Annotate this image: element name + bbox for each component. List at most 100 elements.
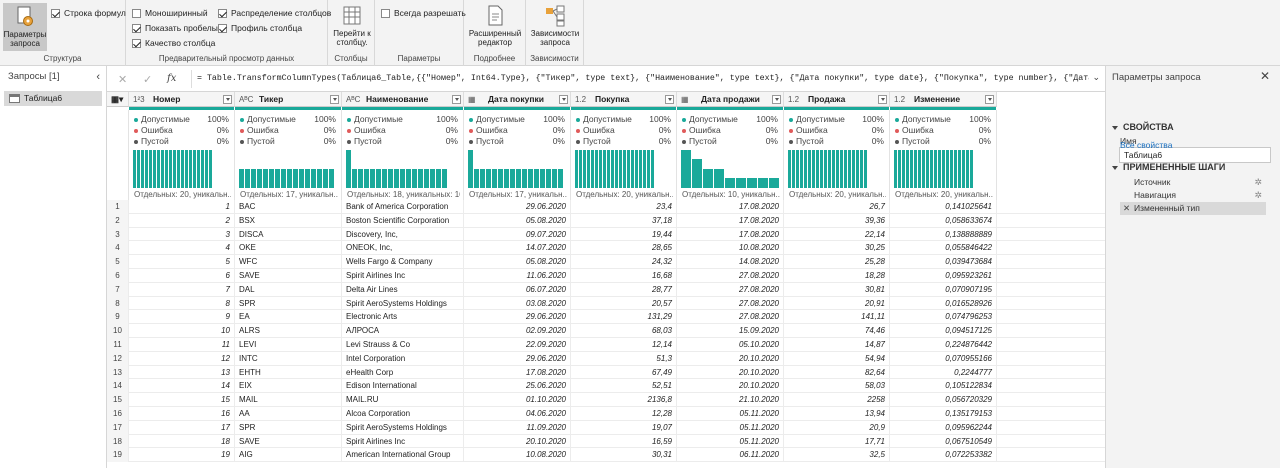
table-cell[interactable]: 25,28 [784, 255, 890, 269]
table-cell[interactable]: BSX [235, 213, 342, 228]
histogram-bar[interactable] [796, 150, 799, 188]
histogram-bar[interactable] [141, 150, 144, 188]
table-cell[interactable]: WFC [235, 255, 342, 269]
table-cell[interactable]: EA [235, 310, 342, 325]
histogram-bar[interactable] [958, 150, 961, 188]
histogram-bar[interactable] [930, 150, 933, 188]
histogram-bar[interactable] [177, 150, 180, 188]
table-cell[interactable]: 19,07 [571, 420, 677, 435]
table-cell[interactable]: 30,31 [571, 448, 677, 463]
table-cell[interactable]: 16 [129, 407, 235, 421]
distribution-histogram[interactable] [894, 150, 992, 188]
table-cell[interactable]: 58,03 [784, 379, 890, 394]
histogram-bar[interactable] [239, 169, 244, 188]
histogram-bar[interactable] [281, 169, 286, 188]
table-cell[interactable]: 0,2244777 [890, 365, 997, 380]
table-cell[interactable]: American International Group [342, 448, 464, 463]
histogram-bar[interactable] [651, 150, 654, 188]
row-index[interactable]: 5 [107, 255, 129, 269]
table-cell[interactable]: 16,59 [571, 434, 677, 449]
step-source[interactable]: Источник ✲ [1120, 176, 1266, 189]
column-header[interactable]: 1.2 Изменение [890, 92, 997, 107]
table-cell[interactable]: 0,105122834 [890, 379, 997, 394]
always-allow-checkbox[interactable]: Всегда разрешать [381, 8, 466, 18]
column-header[interactable]: AᴮC Тикер [235, 92, 342, 107]
histogram-bar[interactable] [299, 169, 304, 188]
advanced-editor-button[interactable]: Расширенный редактор [466, 5, 524, 47]
row-index[interactable]: 19 [107, 448, 129, 463]
histogram-bar[interactable] [406, 169, 411, 188]
table-cell[interactable]: 141,11 [784, 310, 890, 325]
table-cell[interactable]: LEVI [235, 338, 342, 352]
goto-column-button[interactable]: Перейти к столбцу. [330, 5, 374, 47]
histogram-bar[interactable] [185, 150, 188, 188]
filter-dropdown-icon[interactable] [452, 95, 461, 104]
column-header[interactable]: 1²3 Номер [129, 92, 235, 107]
table-cell[interactable]: 9 [129, 310, 235, 325]
table-row[interactable]: 11 11 LEVI Levi Strauss & Co 22.09.2020 12,14… [107, 338, 1105, 352]
table-cell[interactable]: 0,094517125 [890, 324, 997, 338]
table-cell[interactable]: 0,095962244 [890, 420, 997, 435]
table-cell[interactable]: АЛРОСА [342, 324, 464, 338]
table-cell[interactable]: 17,71 [784, 434, 890, 449]
distribution-histogram[interactable] [575, 150, 672, 188]
table-cell[interactable]: 05.11.2020 [677, 434, 784, 449]
filter-dropdown-icon[interactable] [878, 95, 887, 104]
column-profile-checkbox[interactable]: Профиль столбца [218, 23, 302, 33]
table-cell[interactable]: MAIL.RU [342, 393, 464, 407]
column-quality-checkbox[interactable]: Качество столбца [132, 38, 215, 48]
histogram-bar[interactable] [692, 159, 702, 188]
table-cell[interactable]: 0,067510549 [890, 434, 997, 449]
table-row[interactable]: 5 5 WFC Wells Fargo & Company 05.08.2020 24,3… [107, 255, 1105, 269]
query-params-button[interactable]: Параметры запроса [3, 3, 47, 51]
histogram-bar[interactable] [583, 150, 586, 188]
table-cell[interactable]: 05.11.2020 [677, 407, 784, 421]
table-cell[interactable]: 0,072253382 [890, 448, 997, 463]
all-properties-link[interactable]: Все свойства [1120, 140, 1173, 150]
formula-bar-checkbox[interactable]: Строка формул [51, 8, 126, 18]
row-index[interactable]: 17 [107, 420, 129, 435]
table-cell[interactable]: 30,81 [784, 282, 890, 297]
table-row[interactable]: 6 6 SAVE Spirit Airlines Inc 11.06.2020 16,68… [107, 269, 1105, 283]
table-cell[interactable]: 09.07.2020 [464, 227, 571, 242]
histogram-bar[interactable] [510, 169, 515, 188]
cancel-formula-icon[interactable]: ✕ [118, 74, 128, 86]
table-cell[interactable]: 0,055846422 [890, 241, 997, 256]
histogram-bar[interactable] [840, 150, 843, 188]
table-cell[interactable]: 06.07.2020 [464, 282, 571, 297]
histogram-bar[interactable] [703, 169, 713, 188]
histogram-bar[interactable] [769, 178, 779, 188]
histogram-bar[interactable] [558, 169, 563, 188]
column-distribution-checkbox[interactable]: Распределение столбцов [218, 8, 331, 18]
table-cell[interactable]: 0,141025641 [890, 200, 997, 214]
table-cell[interactable]: 51,3 [571, 351, 677, 366]
histogram-bar[interactable] [591, 150, 594, 188]
column-type-icon[interactable]: 1.2 [575, 95, 587, 104]
row-index[interactable]: 8 [107, 296, 129, 311]
histogram-bar[interactable] [329, 169, 334, 188]
table-cell[interactable]: 22.09.2020 [464, 338, 571, 352]
histogram-bar[interactable] [305, 169, 310, 188]
column-header[interactable]: 1.2 Продажа [784, 92, 890, 107]
histogram-bar[interactable] [808, 150, 811, 188]
histogram-bar[interactable] [820, 150, 823, 188]
table-cell[interactable]: AA [235, 407, 342, 421]
histogram-bar[interactable] [844, 150, 847, 188]
column-type-icon[interactable]: 1²3 [133, 95, 145, 104]
histogram-bar[interactable] [579, 150, 582, 188]
table-cell[interactable]: 2258 [784, 393, 890, 407]
table-row[interactable]: 10 10 ALRS АЛРОСА 02.09.2020 68,03 15.09.2020 7… [107, 324, 1105, 338]
table-cell[interactable]: 8 [129, 296, 235, 311]
histogram-bar[interactable] [954, 150, 957, 188]
histogram-bar[interactable] [269, 169, 274, 188]
query-deps-button[interactable]: Зависимости запроса [528, 5, 582, 47]
table-cell[interactable]: 2 [129, 213, 235, 228]
expand-formula-icon[interactable]: ⌄ [1092, 72, 1100, 82]
table-cell[interactable]: 17.08.2020 [677, 213, 784, 228]
function-fx-icon[interactable]: fx [167, 73, 177, 84]
histogram-bar[interactable] [157, 150, 160, 188]
histogram-bar[interactable] [352, 169, 357, 188]
histogram-bar[interactable] [938, 150, 941, 188]
histogram-bar[interactable] [611, 150, 614, 188]
histogram-bar[interactable] [346, 150, 351, 188]
